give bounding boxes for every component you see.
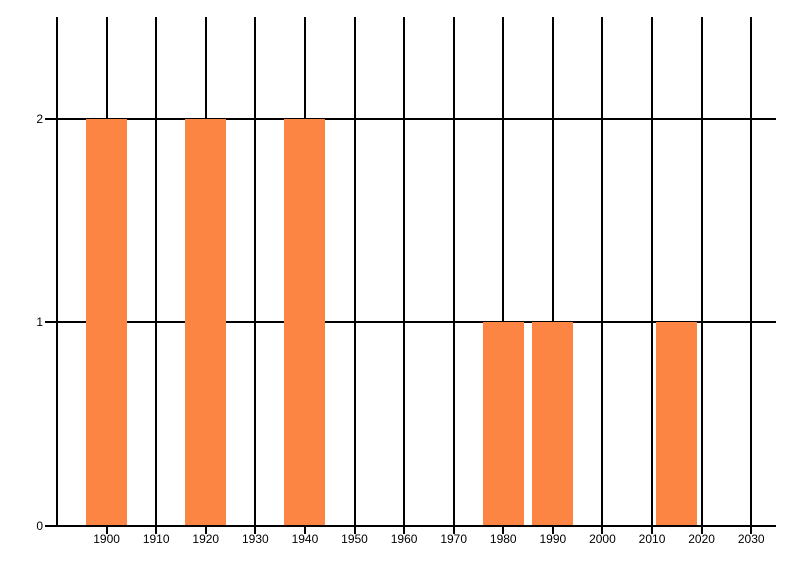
x-tick-label-1960: 1960 [390,532,418,546]
x-tick-1930 [254,527,257,534]
x-tick-2010 [651,527,654,534]
bar-1920 [185,118,227,526]
vertical-gridline-2020 [700,17,703,526]
x-tick-label-1910: 1910 [142,532,170,546]
vertical-gridline-1950 [353,17,356,526]
vertical-gridline-2030 [750,17,753,526]
x-tick-2020 [700,527,703,534]
x-tick-1910 [155,527,158,534]
x-tick-1900 [105,527,108,534]
x-tick-label-1930: 1930 [241,532,269,546]
horizontal-gridline-1 [45,321,776,324]
x-tick-label-1980: 1980 [489,532,517,546]
vertical-gridline-1930 [254,17,257,526]
bar-1980 [482,322,524,526]
x-tick-1960 [403,527,406,534]
x-tick-1970 [452,527,455,534]
x-tick-label-1970: 1970 [440,532,468,546]
x-tick-1990 [551,527,554,534]
y-tick-label-1: 1 [36,315,43,330]
x-tick-label-1900: 1900 [93,532,120,546]
x-tick-1950 [353,527,356,534]
vertical-gridline-1910 [155,17,158,526]
x-tick-1920 [204,527,207,534]
x-tick-1980 [502,527,505,534]
x-tick-label-2020: 2020 [688,532,715,546]
x-tick-2030 [750,527,753,534]
x-tick-label-1940: 1940 [291,532,319,546]
y-tick-label-0: 0 [36,519,43,533]
bar-1990 [532,322,574,526]
vertical-gridline-2000 [601,17,604,526]
x-tick-label-1920: 1920 [192,532,220,546]
vertical-gridline-1990 [551,17,554,526]
bar-1940 [284,118,326,526]
bar-2015 [656,322,698,526]
x-tick-1940 [303,527,306,534]
vertical-gridline-1970 [452,17,455,526]
vertical-gridline-1980 [502,17,505,526]
x-tick-label-1990: 1990 [539,532,567,546]
horizontal-gridline-2 [45,117,776,120]
x-tick-label-2000: 2000 [589,532,616,546]
x-tick-label-1950: 1950 [341,532,368,546]
x-tick-label-2010: 2010 [638,532,666,546]
y-axis-line [56,17,58,527]
bar-1900 [86,118,128,526]
vertical-gridline-2010 [651,17,654,526]
x-tick-2000 [601,527,604,534]
y-tick-label-2: 2 [36,111,43,126]
x-tick-label-2030: 2030 [737,532,765,546]
x-axis-line [45,525,776,527]
vertical-gridline-1960 [403,17,406,526]
